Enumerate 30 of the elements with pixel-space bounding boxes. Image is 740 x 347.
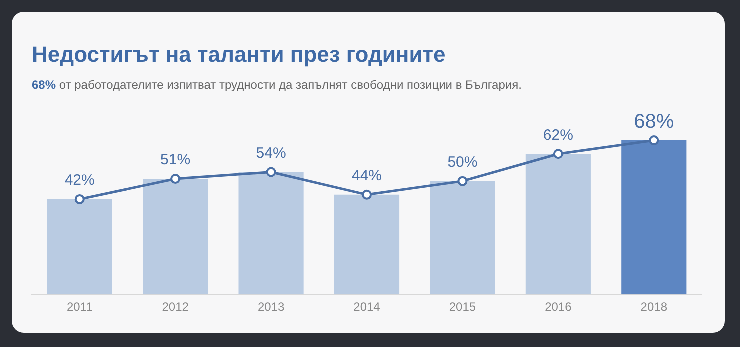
- bar: [47, 199, 112, 295]
- x-tick-label: 2014: [354, 300, 381, 314]
- data-label: 51%: [160, 152, 191, 169]
- x-tick-label: 2013: [258, 300, 285, 314]
- data-label: 42%: [64, 172, 95, 190]
- chart-title: Недостигът на таланти през годините: [32, 42, 446, 68]
- point: [74, 194, 85, 204]
- point: [170, 174, 181, 184]
- data-label: 44%: [352, 168, 382, 185]
- data-label: 50%: [448, 154, 478, 171]
- bar: [430, 181, 496, 295]
- data-label: 54%: [256, 144, 286, 162]
- x-tick-label: 2016: [545, 300, 572, 314]
- chart-subtitle: 68% от работодателите изпитват трудности да запълнят свободни позиции в България.: [32, 78, 522, 92]
- bar: [334, 194, 400, 295]
- x-tick-label: 2012: [162, 300, 190, 314]
- bar: [622, 140, 687, 295]
- point: [458, 176, 468, 186]
- point: [553, 149, 564, 160]
- bar: [526, 154, 591, 295]
- point: [266, 167, 276, 178]
- x-tick-label: 2011: [66, 300, 94, 314]
- bar: [238, 172, 304, 295]
- point: [649, 136, 660, 146]
- data-label: 62%: [543, 126, 574, 144]
- data-label: 68%: [634, 111, 674, 134]
- x-tick-label: 2015: [449, 300, 476, 314]
- point: [362, 190, 372, 200]
- bar: [143, 179, 208, 295]
- x-tick-label: 2018: [640, 300, 668, 314]
